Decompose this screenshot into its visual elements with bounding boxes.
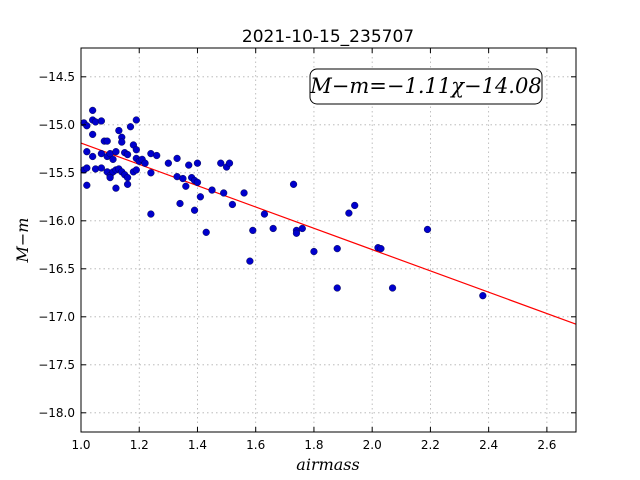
x-tick-label: 2.0 (363, 438, 382, 452)
data-point (83, 181, 91, 189)
annotation-text: M−m=−1.11χ−14.08 (309, 74, 541, 98)
data-point (310, 247, 318, 256)
fit-equation-annotation: M−m=−1.11χ−14.08 (309, 68, 543, 105)
data-point (289, 180, 298, 188)
data-point (132, 116, 140, 124)
data-point (89, 130, 97, 139)
data-point (333, 245, 341, 253)
y-tick-label: −15.0 (38, 118, 75, 132)
data-point (225, 159, 234, 167)
data-point (97, 164, 105, 172)
data-point (388, 284, 397, 292)
data-point (123, 174, 132, 182)
grid-lines (80, 48, 576, 432)
data-point (112, 184, 120, 192)
data-point (351, 201, 359, 210)
x-tick-label: 1.4 (188, 438, 207, 452)
data-point (377, 245, 385, 253)
data-point (83, 148, 91, 156)
data-points (80, 106, 487, 300)
data-point (173, 154, 181, 163)
annotation-box (309, 68, 543, 105)
data-point (193, 178, 202, 187)
data-point (147, 169, 155, 177)
data-point (118, 138, 126, 146)
y-tick-labels: −14.5 −15.0 −15.5 −16.0 −16.5 −17.0 −17.5 −18.0 (38, 70, 75, 420)
fit-line-layer (80, 142, 577, 325)
data-point (190, 206, 199, 214)
data-point (115, 126, 123, 135)
data-point (269, 224, 277, 233)
plot-frame (80, 47, 577, 433)
axis-ticks (80, 48, 576, 432)
data-point (208, 186, 216, 194)
data-point (123, 180, 132, 188)
y-tick-label: −14.5 (38, 70, 75, 84)
data-point (185, 161, 193, 169)
data-point (132, 166, 140, 174)
data-point (106, 174, 114, 182)
data-point (479, 292, 487, 300)
x-tick-label: 2.2 (421, 438, 440, 452)
data-point (132, 146, 140, 154)
data-point (109, 155, 117, 163)
y-tick-label: −16.0 (38, 214, 75, 228)
data-point (196, 193, 204, 201)
y-tick-label: −18.0 (38, 406, 75, 420)
data-point (228, 200, 237, 209)
plot-area (81, 48, 576, 432)
data-point (83, 164, 91, 172)
fit-line (80, 142, 577, 325)
data-point (141, 159, 149, 167)
data-point (260, 210, 269, 218)
data-point (423, 225, 432, 234)
y-axis-label: M−m (13, 218, 32, 264)
x-tick-label: 1.2 (130, 438, 149, 452)
x-tick-label: 1.6 (246, 438, 265, 452)
x-tick-label: 2.6 (537, 438, 556, 452)
data-point (147, 210, 155, 218)
data-point (240, 189, 248, 197)
data-point (333, 284, 341, 292)
data-point (153, 151, 161, 160)
y-tick-label: −17.0 (38, 310, 75, 324)
y-tick-label: −17.5 (38, 358, 75, 372)
data-point (246, 257, 254, 265)
data-point (126, 123, 135, 131)
data-point (182, 182, 190, 190)
data-point (89, 152, 97, 161)
x-axis-label: airmass (296, 455, 359, 474)
data-point (176, 199, 184, 208)
data-point (97, 150, 105, 158)
data-point (193, 159, 202, 167)
data-point (103, 137, 111, 145)
data-point (123, 150, 132, 159)
x-tick-label: 1.0 (71, 438, 90, 452)
data-point (249, 226, 257, 235)
chart-title: 2021-10-15_235707 (242, 27, 414, 47)
data-point (298, 224, 306, 233)
data-point (112, 148, 120, 156)
data-point (89, 106, 97, 115)
data-point (220, 189, 228, 197)
data-point (164, 159, 172, 167)
data-point (202, 228, 210, 236)
data-point (345, 209, 353, 217)
x-tick-label: 1.8 (304, 438, 323, 452)
data-point (217, 159, 225, 167)
data-point (179, 174, 187, 183)
x-tick-labels: 1.0 1.2 1.4 1.6 1.8 2.0 2.2 2.4 2.6 (71, 438, 556, 452)
x-tick-label: 2.4 (479, 438, 498, 452)
data-point (292, 229, 301, 237)
data-point (83, 122, 91, 130)
data-point (97, 117, 105, 125)
y-tick-label: −16.5 (38, 262, 75, 276)
y-tick-label: −15.5 (38, 166, 75, 180)
